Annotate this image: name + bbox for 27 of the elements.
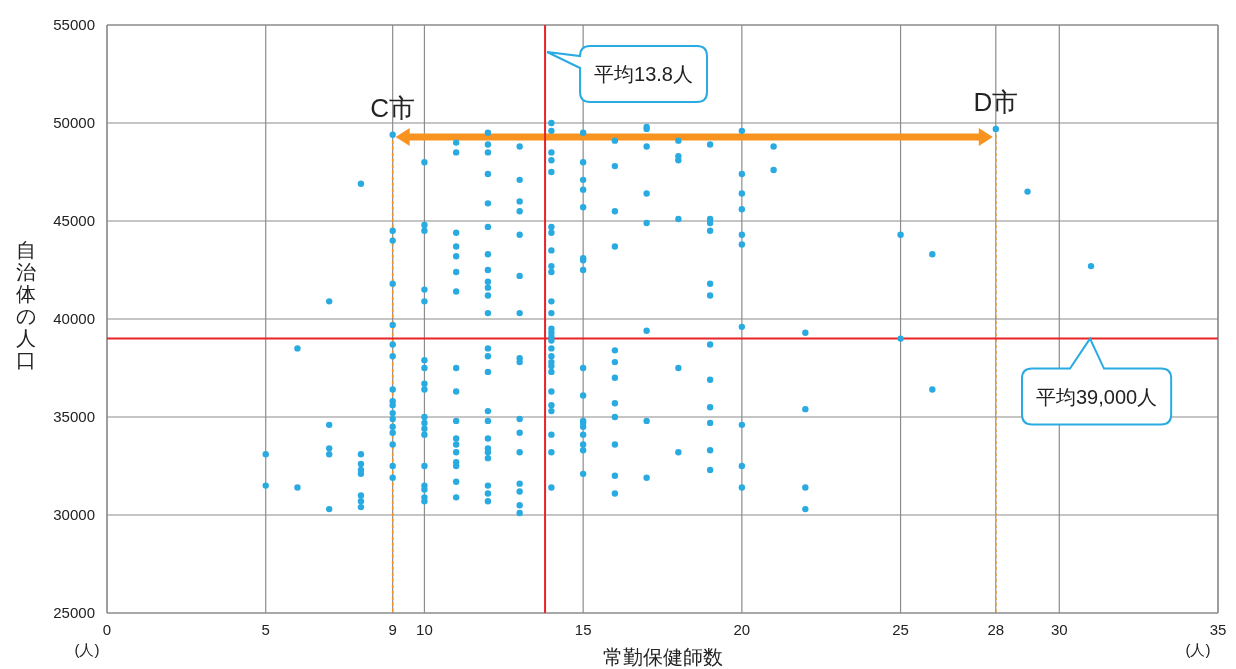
x-tick-label: 20 [733, 621, 751, 638]
annotation: C市 [370, 92, 416, 123]
x-tick-label: 0 [102, 621, 112, 638]
y-tick-label: 55000 [53, 16, 95, 33]
x-tick-label: 25 [892, 621, 909, 638]
x-tick-label: 5 [261, 621, 270, 638]
y-tick-label: 25000 [53, 604, 95, 621]
x-tick-label: 9 [388, 621, 397, 638]
x-tick-label: 10 [416, 621, 433, 638]
x-tick-label: 28 [987, 621, 1005, 638]
text: (人) [74, 641, 100, 658]
annotation: D市 [973, 86, 1019, 117]
ref-line-label: 平均39,000人 [1036, 385, 1158, 408]
y-tick-label: 40000 [53, 310, 95, 327]
x-tick-label: 30 [1050, 621, 1068, 638]
callout: 平均39,000人 [1021, 337, 1173, 426]
y-tick-label: 30000 [53, 506, 95, 523]
text: (人) [1185, 641, 1211, 658]
x-tick-label: 15 [574, 621, 592, 638]
y-axis-title: 自治体の人口 [16, 239, 36, 371]
x-tick-label: 35 [1209, 621, 1227, 638]
y-tick-label: 45000 [53, 212, 95, 229]
ref-line-label: 平均13.8人 [594, 63, 693, 85]
callout: 平均13.8人 [546, 45, 708, 103]
y-tick-label: 50000 [53, 114, 95, 131]
y-tick-label: 35000 [53, 408, 95, 425]
x-axis-title: 常勤保健師数 [602, 646, 723, 668]
